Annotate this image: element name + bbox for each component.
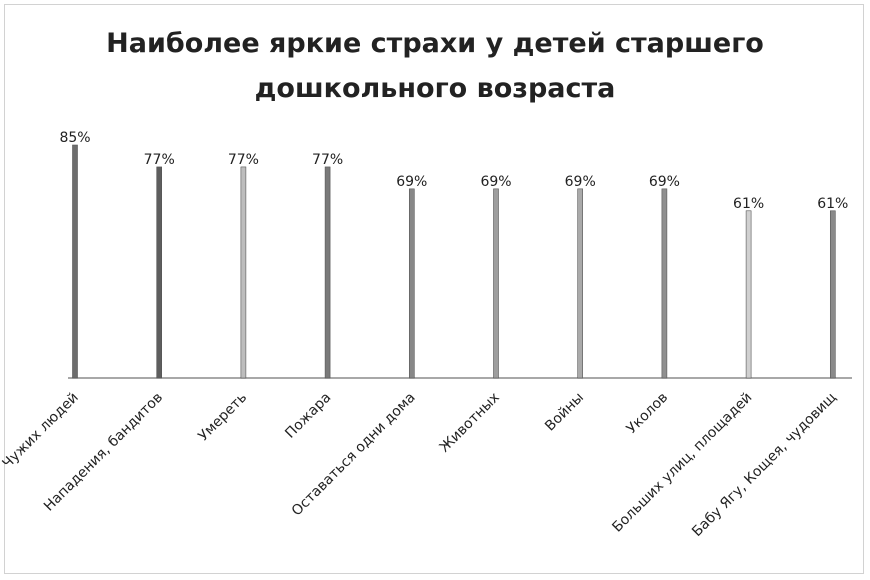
bar <box>156 166 162 379</box>
bar <box>577 188 584 379</box>
category-label: Бабу Ягу, Кощея, чудовищ <box>689 390 839 540</box>
bar <box>72 144 78 379</box>
category-label: Уколов <box>624 390 672 438</box>
data-label: 85% <box>59 130 90 146</box>
data-label: 69% <box>480 174 511 190</box>
data-label: 61% <box>817 196 848 212</box>
bar <box>829 210 836 379</box>
bar <box>745 210 752 379</box>
data-label: 69% <box>565 174 596 190</box>
data-label: 77% <box>312 152 343 168</box>
category-label: Животных <box>437 390 503 456</box>
data-label: 61% <box>733 196 764 212</box>
chart-title-line-2: дошкольного возраста <box>254 73 616 104</box>
bar <box>324 166 331 379</box>
category-label: Умереть <box>195 390 250 445</box>
bar <box>493 188 499 379</box>
chart-title-line-1: Наиболее яркие страхи у детей старшего <box>106 28 764 59</box>
category-label: Пожара <box>282 390 334 442</box>
chart-frame <box>4 4 864 574</box>
bar <box>240 166 247 379</box>
bar <box>661 188 668 379</box>
category-label: Войны <box>542 390 587 435</box>
data-label: 69% <box>396 174 427 190</box>
data-label: 77% <box>144 152 175 168</box>
data-label: 77% <box>228 152 259 168</box>
category-label: Больших улиц, площадей <box>609 390 755 536</box>
data-label: 69% <box>649 174 680 190</box>
bar <box>408 188 415 379</box>
category-label: Чужих людей <box>0 390 82 472</box>
